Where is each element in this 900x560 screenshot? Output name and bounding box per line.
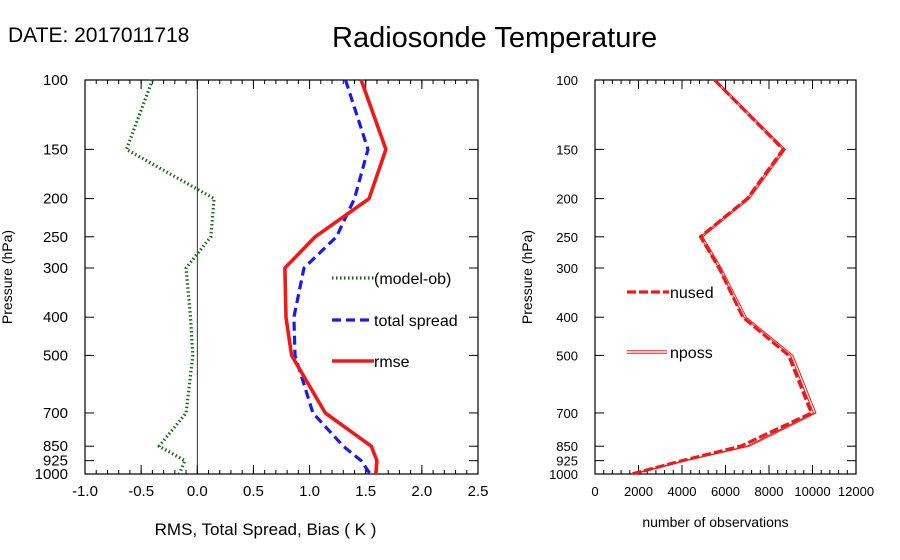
plot1-y-tick-label: 150 [43,141,68,158]
plot1-y-tick-label: 250 [43,229,68,246]
plot1-y-axis-label: Pressure (hPa) [0,230,15,324]
plot2-y-tick-label: 100 [556,73,578,88]
plot1-y-tick-label: 500 [43,347,68,364]
plot2-series-nused-legend-label: nused [670,285,714,302]
plot1-x-tick-label: 2.5 [468,483,489,500]
plot2-series-nposs-line [631,79,815,475]
plot1-y-tick-label: 300 [43,260,68,277]
plot1-x-tick-label: 1.5 [355,483,376,500]
plot1-series-rmse-legend-label: rmse [374,354,410,371]
plot2-x-tick-label: 2000 [624,484,653,499]
plot1-frame [84,79,479,475]
plot2-x-tick-label: 8000 [755,484,784,499]
plot1-x-axis-label: RMS, Total Spread, Bias ( K ) [155,520,377,539]
plot1-series-total-spread-line [292,79,372,475]
plot1-y-tick-label: 850 [43,438,68,455]
plot2-y-tick-label: 925 [556,454,578,469]
plot1-series-rmse-line [283,79,388,475]
plot1-y-tick-label: 1000 [35,466,68,483]
plot2-y-tick-label: 150 [556,142,578,157]
plot2-x-tick-label: 12000 [838,484,874,499]
plot2-y-axis-label: Pressure (hPa) [519,230,535,324]
plot2-x-tick-label: 4000 [668,484,697,499]
plot1-x-tick-label: -1.0 [72,483,98,500]
plot1-y-tick-label: 400 [43,309,68,326]
plot1-x-tick-label: 2.0 [411,483,432,500]
plot2-y-tick-label: 700 [556,406,578,421]
plot1-series-model-ob-line [124,79,216,475]
plot2-x-tick-label: 6000 [711,484,740,499]
plot2-series-nposs-legend-label: nposs [670,345,713,362]
plot2-x-tick-label: 10000 [794,484,830,499]
plot1-y-tick-label: 100 [43,72,68,89]
date-label: DATE: 2017011718 [8,24,190,47]
plot2-y-tick-label: 500 [556,348,578,363]
plot1-x-tick-label: 0.5 [243,483,264,500]
plot1-y-tick-label: 700 [43,405,68,422]
plot1-y-tick-label: 200 [43,191,68,208]
plot2-y-tick-label: 850 [556,439,578,454]
plot1-series-total-spread-legend-label: total spread [374,313,458,330]
plot2-series-nposs-line [634,79,817,475]
plot1-series-model-ob-legend-label: (model-ob) [374,271,451,288]
plot2-y-tick-label: 400 [556,310,578,325]
plot2-y-tick-label: 300 [556,261,578,276]
plot1-x-tick-label: -0.5 [128,483,154,500]
plot2-y-tick-label: 1000 [549,467,578,482]
chart-title: Radiosonde Temperature [332,22,658,54]
plot2-y-tick-label: 250 [556,230,578,245]
plot2-x-tick-label: 0 [591,484,598,499]
plot2-x-axis-label: number of observations [642,514,788,530]
plot2-y-tick-label: 200 [556,192,578,207]
plot2-series-nused-line [631,78,814,476]
plot1-x-tick-label: 0.0 [187,483,208,500]
plot1-x-tick-label: 1.0 [299,483,320,500]
plot1-y-tick-label: 925 [43,453,68,470]
